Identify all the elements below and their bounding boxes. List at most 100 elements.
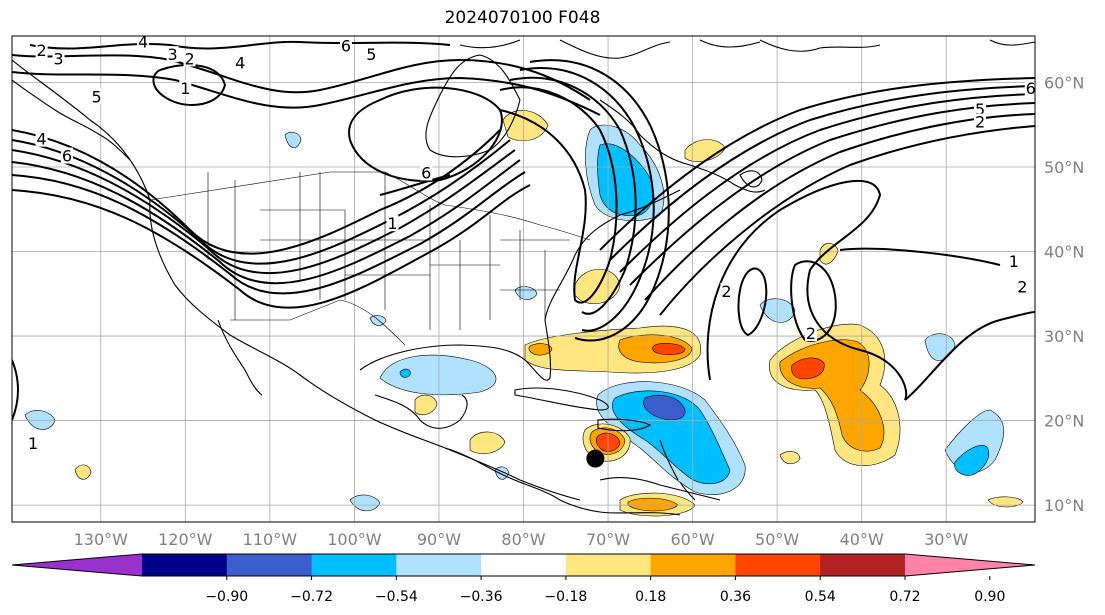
contour-jet-1 (12, 129, 501, 255)
alaska (12, 79, 131, 161)
contour-label-bg (420, 164, 433, 181)
contour-label-bg (386, 215, 399, 232)
contour-label: 1 (1009, 252, 1019, 271)
contour-label-bg (974, 113, 987, 130)
contour-label: 4 (235, 54, 245, 73)
contour-upper-2 (12, 71, 601, 116)
lon-label: 60°W (670, 530, 714, 549)
south-america (599, 476, 721, 501)
lat-label: 40°N (1044, 243, 1084, 262)
colorbar-segment (820, 554, 906, 576)
colorbar-extend-max (905, 554, 1035, 576)
contour-jet-6 (12, 184, 531, 309)
antilles (659, 439, 696, 501)
contour-jet-5 (12, 171, 526, 295)
colorbar-segment (226, 554, 313, 576)
colorbar-tick-label: 0.90 (974, 589, 1005, 605)
contour-label: 1 (387, 214, 397, 233)
storm-center-marker (586, 449, 605, 468)
contour-atl-3 (619, 93, 1035, 273)
contour-label: 3 (53, 49, 63, 68)
colorbar-tick-labels: −0.90 −0.72 −0.54 −0.36 −0.18 0.18 0.36 0.54 0.7… (205, 576, 1005, 605)
colorbar-tick-label: −0.54 (375, 589, 418, 605)
contour-label: 5 (366, 45, 376, 64)
contour-label-bg (137, 36, 150, 50)
political-borders (149, 171, 591, 346)
contour-label-bg (339, 37, 352, 54)
contour-pacific-low (12, 359, 19, 421)
state-lines-west (207, 172, 346, 320)
anomaly-ne-atlantic-positive (819, 242, 839, 265)
contour-label-bg (804, 325, 817, 342)
contour-label-bg (90, 88, 103, 105)
anomaly-yucatan-positive (414, 394, 438, 416)
colorbar-tick-label: −0.36 (460, 589, 503, 605)
anomaly-caribbean-strong (612, 390, 731, 485)
state-lines-east (500, 230, 570, 320)
contour-label: 6 (421, 163, 431, 182)
colorbar-tick-label: 0.36 (720, 589, 751, 605)
contour-label-bg (27, 434, 40, 451)
lon-label: 70°W (586, 530, 630, 549)
contour-label-bg (234, 54, 247, 71)
hudson-bay (425, 54, 521, 158)
contour-jet-2 (12, 139, 511, 265)
contour-label-bg (166, 46, 179, 63)
lon-label: 80°W (501, 530, 545, 549)
lon-label: 40°W (840, 530, 884, 549)
contour-label-bg (183, 50, 196, 67)
lon-label: 100°W (327, 530, 382, 549)
anomaly-nicaragua-positive (469, 431, 506, 455)
anomaly-pacific-pos (74, 464, 92, 480)
lon-label: 130°W (74, 530, 129, 549)
colorbar-segment (142, 554, 228, 576)
anomaly-caribbean-core (643, 395, 686, 421)
lon-label: 30°W (924, 530, 968, 549)
anomaly-tropical-pos1 (779, 451, 801, 465)
colorbar-extend-min (12, 554, 142, 576)
anomaly-florida-red (652, 343, 686, 355)
contour-atl-6 (659, 125, 1035, 316)
anomaly-atlantic-red (791, 357, 825, 380)
contour-label: 4 (138, 32, 148, 51)
arctic-islands (459, 39, 761, 59)
shaded-anomalies (24, 110, 1024, 517)
contour-label: 1 (28, 434, 38, 453)
baja (217, 319, 263, 396)
contour-label-bg (35, 130, 48, 147)
contour-upper-3 (29, 40, 451, 50)
colorbar-segment (311, 554, 397, 576)
lat-label: 60°N (1044, 73, 1084, 92)
contour-label: 2 (36, 41, 46, 60)
anomaly-gulf-inner (399, 368, 411, 378)
contour-trough-2 (509, 76, 637, 315)
lon-label: 110°W (243, 530, 298, 549)
contour-label-bg (52, 50, 65, 67)
contour-label: 1 (180, 79, 190, 98)
colorbar-segment (650, 554, 736, 576)
lat-label: 30°N (1044, 327, 1084, 346)
colorbar-tick-label: 0.54 (805, 589, 836, 605)
contour-label: 3 (168, 45, 178, 64)
contour-label-bg (720, 282, 733, 299)
us-canada-border (149, 171, 591, 241)
colorbar-segment (396, 554, 482, 576)
lat-label: 10°N (1044, 496, 1084, 515)
contour-loop-1 (737, 267, 768, 337)
contour-label-bg (365, 46, 378, 63)
central-america (444, 447, 681, 516)
colorbar-tick-label: −0.72 (290, 589, 333, 605)
contour-trough-4 (529, 59, 670, 342)
anomaly-atlantic-neg3-core (954, 445, 989, 476)
yucatan-coast (374, 394, 468, 429)
colorbar-tick-label: −0.90 (205, 589, 248, 605)
anomaly-gulf-negative (379, 354, 497, 396)
anomaly-tropical-pos2 (987, 496, 1024, 508)
anomaly-pacific-neg1 (24, 410, 56, 430)
contour-label-bg (60, 147, 73, 164)
contour-low-ring (152, 64, 227, 106)
gulf-coast (359, 189, 681, 381)
colorbar-segment (481, 554, 567, 576)
